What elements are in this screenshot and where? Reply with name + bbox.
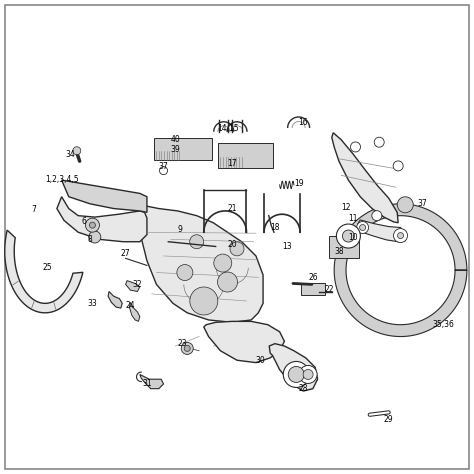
Text: 16: 16 — [299, 118, 308, 127]
Polygon shape — [126, 281, 140, 292]
Text: 20: 20 — [228, 240, 237, 248]
Circle shape — [299, 365, 317, 383]
Text: 30: 30 — [256, 356, 265, 365]
Text: 10: 10 — [348, 233, 358, 241]
Text: 39: 39 — [171, 145, 180, 154]
Text: 28: 28 — [299, 384, 308, 393]
Circle shape — [398, 233, 403, 238]
Circle shape — [89, 231, 101, 243]
Circle shape — [190, 287, 218, 315]
Polygon shape — [140, 204, 263, 322]
Polygon shape — [332, 133, 398, 223]
Text: 25: 25 — [43, 264, 52, 272]
Text: 1,2,3,4,5: 1,2,3,4,5 — [45, 175, 78, 183]
Text: 32: 32 — [133, 280, 142, 289]
Polygon shape — [204, 321, 284, 363]
Text: 24: 24 — [126, 301, 135, 310]
Circle shape — [190, 235, 204, 249]
Text: 13: 13 — [282, 242, 292, 251]
Text: 22: 22 — [325, 285, 334, 293]
Text: 21: 21 — [228, 204, 237, 213]
Circle shape — [303, 369, 313, 380]
Polygon shape — [129, 302, 140, 321]
Polygon shape — [358, 220, 405, 242]
Text: 19: 19 — [294, 180, 303, 188]
Circle shape — [372, 210, 382, 221]
Circle shape — [73, 147, 81, 155]
Circle shape — [374, 137, 384, 147]
Text: 26: 26 — [308, 273, 318, 282]
Circle shape — [337, 224, 360, 248]
Text: 9: 9 — [178, 226, 182, 234]
Polygon shape — [5, 230, 83, 313]
Text: 29: 29 — [384, 415, 393, 424]
Text: 23: 23 — [178, 339, 187, 348]
Circle shape — [230, 242, 244, 256]
Text: 37: 37 — [417, 200, 427, 208]
Polygon shape — [57, 197, 147, 242]
Circle shape — [160, 167, 167, 174]
Text: 35,36: 35,36 — [432, 320, 454, 329]
Circle shape — [397, 197, 413, 213]
Text: 6: 6 — [82, 218, 87, 226]
Bar — [301, 283, 325, 295]
Circle shape — [214, 254, 232, 272]
Bar — [218, 143, 273, 168]
Polygon shape — [108, 292, 122, 308]
Circle shape — [288, 366, 304, 383]
Polygon shape — [334, 204, 467, 337]
Text: 38: 38 — [334, 247, 344, 255]
Text: 34: 34 — [65, 150, 75, 158]
Polygon shape — [269, 344, 318, 391]
Polygon shape — [62, 180, 147, 212]
Circle shape — [393, 228, 408, 243]
Text: 11: 11 — [348, 214, 358, 222]
Text: 18: 18 — [270, 223, 280, 232]
Text: 17: 17 — [228, 159, 237, 168]
Text: 40: 40 — [171, 136, 180, 144]
Text: 31: 31 — [142, 380, 152, 388]
Circle shape — [350, 142, 361, 152]
Circle shape — [360, 225, 365, 230]
Text: 12: 12 — [341, 203, 351, 212]
Text: 33: 33 — [88, 299, 97, 308]
Circle shape — [342, 230, 355, 242]
Bar — [329, 237, 359, 258]
Circle shape — [85, 218, 100, 232]
Circle shape — [283, 362, 309, 387]
Text: 8: 8 — [88, 235, 92, 244]
Text: 37: 37 — [159, 163, 168, 171]
Circle shape — [393, 161, 403, 171]
Text: 14,15: 14,15 — [217, 125, 238, 133]
Circle shape — [177, 264, 193, 281]
Circle shape — [218, 272, 237, 292]
Circle shape — [184, 346, 190, 351]
Polygon shape — [140, 374, 164, 389]
Circle shape — [90, 222, 95, 228]
Circle shape — [181, 342, 193, 355]
Bar — [154, 138, 212, 160]
Text: 27: 27 — [121, 249, 130, 258]
Circle shape — [356, 221, 369, 234]
Text: 7: 7 — [32, 205, 36, 214]
